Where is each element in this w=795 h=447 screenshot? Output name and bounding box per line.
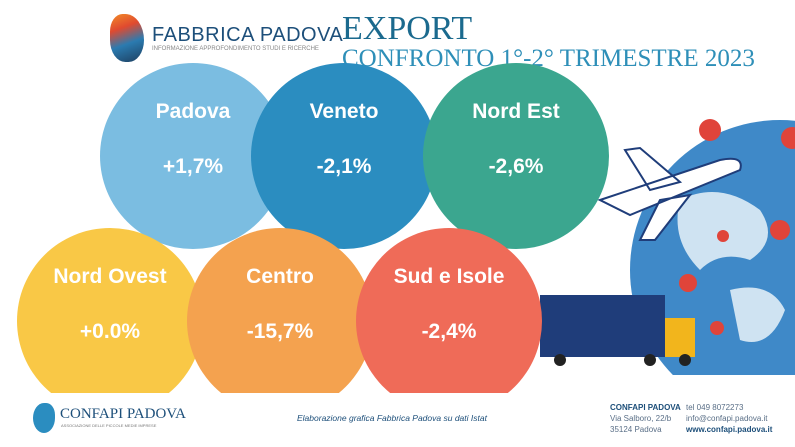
continents: [677, 192, 785, 342]
region-circle-veneto: Veneto -2,1%: [251, 63, 437, 249]
region-circle-centro: Centro -15,7%: [187, 228, 373, 414]
brand-tagline: INFORMAZIONE APPROFONDIMENTO STUDI E RIC…: [152, 46, 319, 52]
region-value: -15,7%: [246, 320, 314, 343]
region-value: +0.0%: [79, 320, 141, 343]
region-circle-sud-isole: Sud e Isole -2,4%: [356, 228, 542, 414]
credit-text: Elaborazione grafica Fabbrica Padova su …: [297, 413, 487, 423]
website-link[interactable]: www.confapi.padova.it: [686, 425, 773, 434]
address-line-2: 35124 Padova: [610, 425, 662, 434]
region-value: +1,7%: [162, 155, 224, 178]
email-link[interactable]: info@confapi.padova.it: [686, 414, 768, 423]
region-name: Padova: [155, 100, 231, 123]
region-name: Nord Est: [472, 100, 560, 123]
region-name: Centro: [246, 265, 314, 288]
fabbrica-padova-logo: [110, 14, 144, 62]
telephone: tel 049 8072273: [686, 403, 744, 412]
confapi-name: CONFAPI PADOVA: [60, 406, 187, 422]
region-value: -2,6%: [488, 155, 544, 178]
region-circle-nord-ovest: Nord Ovest +0.0%: [17, 228, 203, 414]
region-name: Sud e Isole: [393, 265, 505, 288]
region-value: -2,4%: [421, 320, 477, 343]
confapi-tagline: ASSOCIAZIONE DELLE PICCOLE MEDIE IMPRESE: [61, 423, 157, 428]
address-line-1: Via Salboro, 22/b: [610, 414, 672, 423]
region-name: Nord Ovest: [53, 265, 167, 288]
airplane-icon: [597, 146, 742, 241]
region-value: -2,1%: [316, 155, 372, 178]
page-title: EXPORT: [342, 10, 473, 47]
truck-trailer: [540, 295, 665, 357]
truck-cab: [665, 318, 695, 357]
confapi-lion-logo: [33, 403, 55, 433]
export-illustration: [540, 119, 795, 375]
region-name: Veneto: [309, 100, 379, 123]
page-subtitle: CONFRONTO 1°-2° TRIMESTRE 2023: [342, 45, 755, 72]
location-pins: [679, 119, 795, 335]
brand-name: FABBRICA PADOVA: [152, 24, 344, 46]
region-circle-nord-est: Nord Est -2,6%: [423, 63, 609, 249]
contact-name: CONFAPI PADOVA: [610, 403, 681, 412]
